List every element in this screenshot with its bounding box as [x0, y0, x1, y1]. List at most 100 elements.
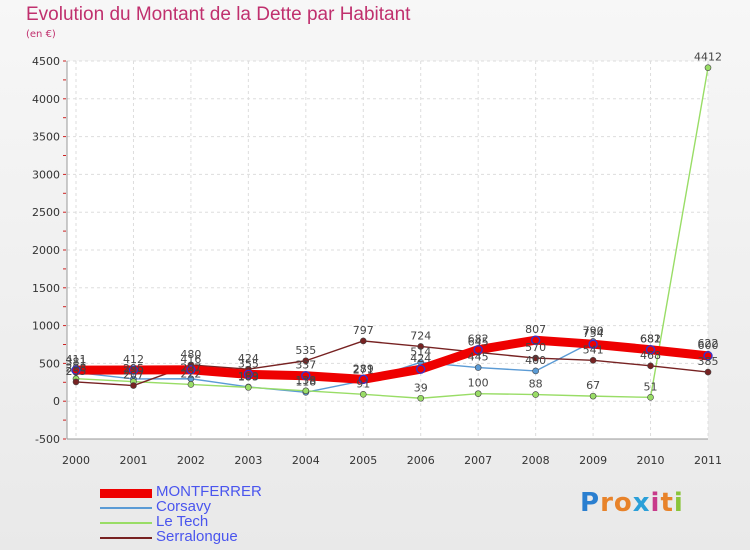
- data-label-corsavy: 400: [525, 354, 546, 367]
- y-tick-label: 2500: [32, 206, 60, 219]
- data-label-serralongue: 724: [410, 329, 431, 342]
- data-point-serralongue: [704, 368, 712, 376]
- data-point-le-tech: [245, 384, 252, 391]
- data-label-serralongue: 424: [238, 352, 259, 365]
- x-tick-label: 2005: [349, 454, 377, 467]
- legend-swatch-le-tech: [100, 522, 152, 524]
- data-point-montferrer: [243, 369, 254, 380]
- data-label-corsavy: 682: [640, 333, 661, 346]
- data-label-le-tech: 4412: [694, 51, 722, 64]
- data-label-le-tech: 67: [586, 379, 600, 392]
- data-label-serralongue: 570: [525, 341, 546, 354]
- data-point-le-tech: [647, 394, 654, 401]
- y-tick-label: 4000: [32, 93, 60, 106]
- x-tick-label: 2001: [119, 454, 147, 467]
- data-label-le-tech: 39: [414, 381, 428, 394]
- data-label-montferrer: 807: [525, 323, 546, 336]
- data-point-serralongue: [417, 343, 425, 350]
- data-label-serralongue: 645: [468, 335, 489, 348]
- data-label-montferrer: 337: [295, 359, 316, 372]
- data-label-le-tech: 298: [66, 362, 87, 375]
- x-tick-label: 2008: [522, 454, 550, 467]
- data-label-montferrer: 682: [468, 333, 489, 346]
- data-label-montferrer: 289: [353, 362, 374, 375]
- legend-swatch-montferrer: [100, 488, 152, 498]
- data-point-le-tech: [532, 391, 539, 398]
- data-point-montferrer: [703, 351, 713, 361]
- y-tick-label: 2000: [32, 244, 60, 257]
- legend-label-corsavy: Corsavy: [156, 498, 212, 515]
- y-tick-label: -500: [35, 433, 60, 446]
- data-label-corsavy: 381: [66, 355, 87, 368]
- logo-letter: r: [600, 488, 614, 518]
- data-point-le-tech: [417, 394, 425, 402]
- data-point-le-tech: [359, 391, 367, 398]
- y-tick-label: 3500: [32, 131, 60, 144]
- x-tick-label: 2009: [579, 454, 607, 467]
- y-tick-label: 1000: [32, 320, 60, 333]
- x-tick-label: 2007: [464, 454, 492, 467]
- data-point-montferrer: [473, 344, 483, 355]
- data-point-serralongue: [302, 357, 310, 365]
- x-tick-label: 2010: [637, 454, 665, 467]
- logo-letter: P: [580, 488, 601, 518]
- data-label-corsavy: 790: [583, 324, 604, 337]
- data-label-serralongue: 255: [66, 365, 87, 378]
- data-label-corsavy: 295: [123, 362, 144, 375]
- data-point-montferrer: [71, 365, 81, 375]
- data-point-le-tech: [187, 381, 195, 388]
- data-point-le-tech: [704, 64, 712, 71]
- data-label-montferrer: 600: [698, 339, 719, 352]
- y-tick-label: 3000: [32, 168, 60, 181]
- data-point-serralongue: [647, 362, 654, 370]
- legend-label-montferrer: MONTFERRER: [156, 483, 262, 500]
- legend-label-serralongue: Serralongue: [156, 528, 238, 545]
- x-tick-label: 2002: [177, 454, 205, 467]
- data-label-serralongue: 480: [180, 348, 201, 361]
- data-label-montferrer: 412: [123, 353, 144, 366]
- logo-letter: i: [673, 488, 684, 518]
- data-point-serralongue: [359, 337, 367, 345]
- logo-letter: i: [650, 488, 661, 518]
- legend-swatch-serralongue: [100, 537, 152, 539]
- data-label-corsavy: 118: [295, 375, 316, 388]
- data-label-le-tech: 88: [529, 378, 543, 391]
- chart-subtitle: (en €): [26, 29, 56, 40]
- data-point-le-tech: [302, 387, 310, 395]
- data-point-montferrer: [358, 374, 368, 385]
- data-label-serralongue: 797: [353, 324, 374, 337]
- y-tick-label: 4500: [32, 55, 60, 68]
- x-tick-label: 2004: [292, 454, 320, 467]
- legend-swatch-corsavy: [100, 507, 152, 509]
- data-label-serralongue: 385: [698, 355, 719, 368]
- data-label-le-tech: 138: [295, 374, 316, 387]
- proxiti-logo: Proxiti: [580, 488, 684, 518]
- data-label-serralongue: 535: [295, 344, 316, 357]
- data-point-montferrer: [128, 365, 139, 375]
- data-label-montferrer: 424: [410, 352, 431, 365]
- data-label-corsavy: 622: [698, 337, 719, 350]
- data-point-le-tech: [474, 390, 482, 397]
- logo-letter: x: [632, 488, 651, 518]
- data-label-serralongue: 541: [583, 343, 604, 356]
- data-label-corsavy: 297: [180, 362, 201, 375]
- data-point-montferrer: [588, 339, 598, 349]
- data-label-montferrer: 681: [640, 333, 661, 346]
- data-point-montferrer: [530, 335, 541, 345]
- data-label-montferrer: 411: [66, 353, 87, 366]
- data-label-le-tech: 259: [123, 365, 144, 378]
- data-label-corsavy: 271: [353, 364, 374, 377]
- data-point-serralongue: [72, 378, 80, 386]
- data-label-corsavy: 514: [410, 345, 431, 358]
- series-line-le-tech: [75, 66, 709, 399]
- data-point-corsavy: [474, 364, 482, 371]
- data-label-le-tech: 222: [180, 367, 201, 380]
- x-tick-label: 2006: [407, 454, 435, 467]
- data-point-le-tech: [589, 392, 597, 400]
- data-point-montferrer: [416, 364, 426, 374]
- data-label-serralongue: 468: [640, 349, 661, 362]
- data-label-corsavy: 445: [468, 351, 489, 364]
- data-point-serralongue: [532, 354, 539, 362]
- data-label-montferrer: 355: [238, 357, 259, 370]
